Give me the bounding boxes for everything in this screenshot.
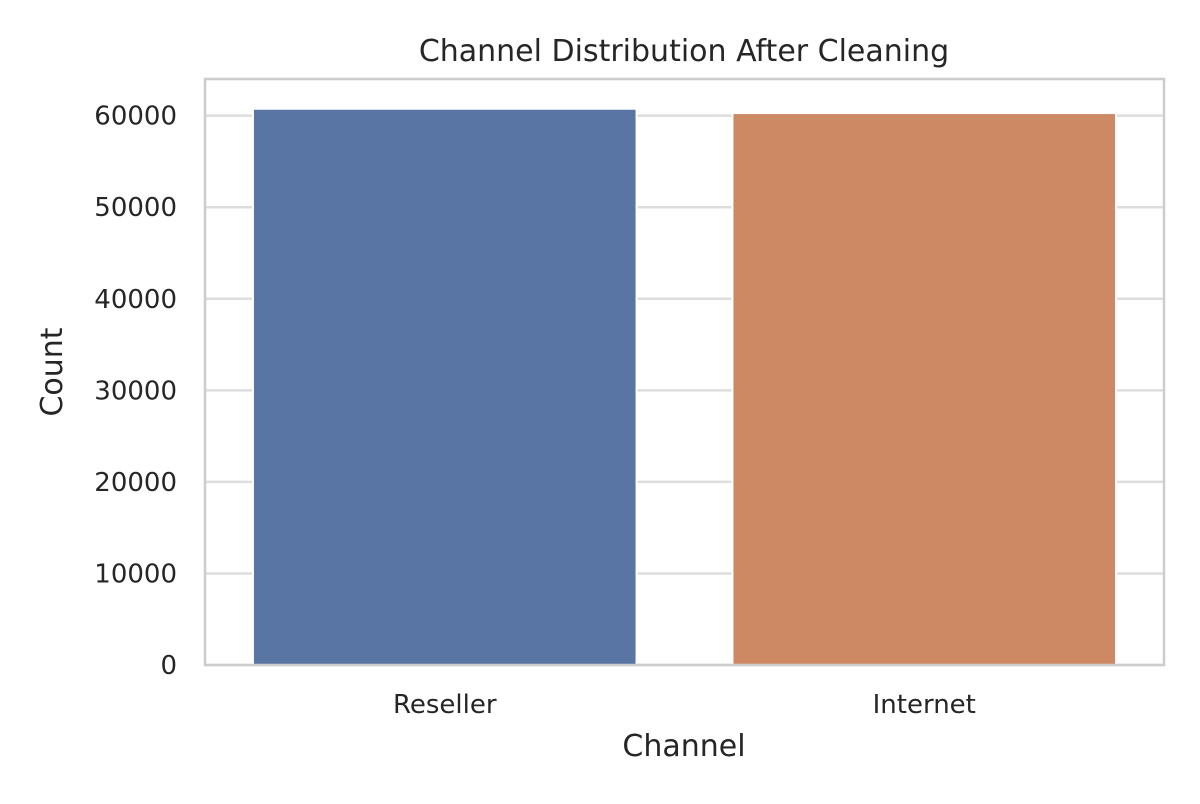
y-tick-label: 0: [160, 651, 177, 681]
y-tick-label: 30000: [94, 376, 177, 406]
x-tick-label: Internet: [873, 690, 976, 720]
y-tick-label: 60000: [94, 102, 177, 132]
y-tick-label: 10000: [94, 559, 177, 589]
x-axis-ticks: Reseller Internet: [393, 690, 976, 720]
y-axis-label: Count: [35, 327, 70, 416]
y-tick-label: 20000: [94, 468, 177, 498]
chart-title: Channel Distribution After Cleaning: [419, 34, 949, 69]
plot-frame: [203, 77, 1166, 667]
x-tick-label: Reseller: [393, 690, 497, 720]
x-axis-label: Channel: [622, 729, 745, 764]
y-axis-ticks: 0 10000 20000 30000 40000 50000 60000: [94, 102, 177, 681]
bars: [251, 107, 1118, 666]
y-tick-label: 40000: [94, 285, 177, 315]
bar-internet: [731, 112, 1118, 666]
bar-reseller: [251, 107, 638, 666]
y-tick-label: 50000: [94, 193, 177, 223]
